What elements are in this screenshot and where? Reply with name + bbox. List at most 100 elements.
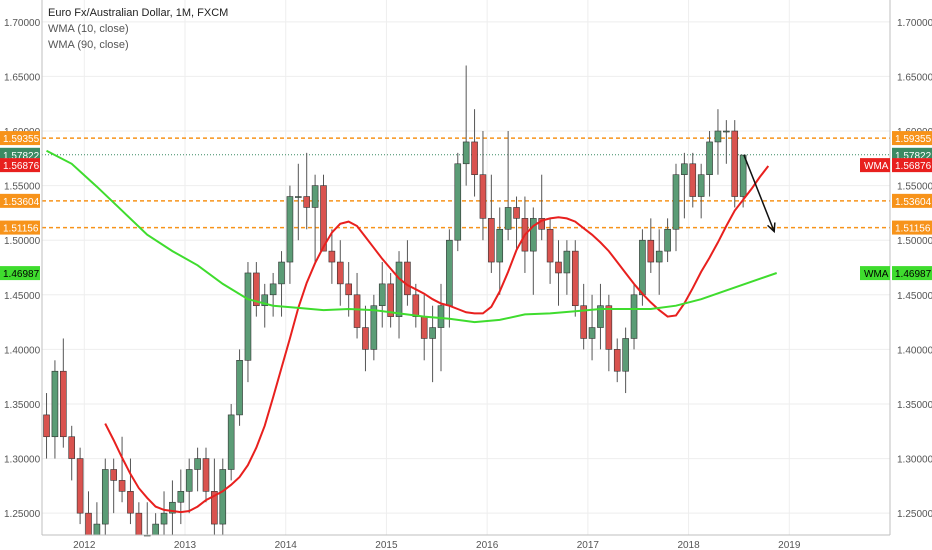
y-tick-label-right: 1.50000 bbox=[897, 236, 932, 247]
candle-body bbox=[236, 360, 243, 416]
candle-body bbox=[320, 185, 327, 252]
candle-body bbox=[219, 469, 227, 525]
candle-body bbox=[169, 501, 176, 514]
level-tag-left-bg bbox=[0, 193, 40, 208]
candle-body bbox=[311, 185, 319, 208]
indicator-wma10[interactable]: WMA (10, close) bbox=[48, 23, 129, 35]
y-tick-label-right: 1.70000 bbox=[897, 18, 932, 29]
candle-body bbox=[655, 250, 663, 263]
candle-body bbox=[404, 261, 411, 296]
candle-body bbox=[194, 458, 201, 470]
moving-averages bbox=[46, 149, 778, 514]
candle-body bbox=[538, 218, 546, 230]
y-tick-label-left: 1.40000 bbox=[4, 345, 41, 356]
y-tick-label-right: 1.55000 bbox=[897, 182, 932, 193]
level-tag-left-bg bbox=[0, 220, 40, 235]
candle-body bbox=[563, 250, 571, 274]
level-tag-right-bg bbox=[892, 193, 932, 208]
candle-body bbox=[647, 239, 655, 263]
wma90-line bbox=[46, 149, 778, 324]
axes: 1.25000 1.25000 1.30000 1.30000 1.35000 1.350… bbox=[4, 0, 932, 550]
candle-body bbox=[328, 250, 336, 263]
x-tick-label: 2016 bbox=[476, 540, 499, 550]
x-tick-label: 2019 bbox=[778, 540, 801, 550]
candle-body bbox=[672, 174, 680, 230]
candle-body bbox=[110, 469, 117, 481]
wma90-tag-left-bg bbox=[0, 266, 40, 281]
y-tick-label-left: 1.65000 bbox=[4, 72, 41, 83]
level-tag-left-text: 1.53604 bbox=[3, 197, 40, 208]
wma90-name-tag-text: WMA bbox=[864, 269, 889, 280]
level-tag-right-bg bbox=[892, 131, 932, 146]
candle-body bbox=[286, 196, 294, 263]
y-tick-label-left: 1.55000 bbox=[4, 182, 41, 193]
level-tag-left-bg bbox=[0, 131, 40, 146]
candle-body bbox=[85, 512, 92, 536]
candle-body bbox=[127, 491, 134, 514]
level-tag-right-text: 1.53604 bbox=[895, 197, 932, 208]
y-tick-label-left: 1.50000 bbox=[4, 236, 41, 247]
last-price-tag-left-text: 1.57822 bbox=[3, 151, 40, 162]
y-tick-label-right: 1.25000 bbox=[897, 509, 932, 520]
candle-body bbox=[68, 436, 76, 459]
candle-body bbox=[605, 305, 613, 350]
y-tick-label-left: 1.30000 bbox=[4, 455, 41, 466]
wma10-name-tag-bg bbox=[860, 158, 890, 173]
candle-body bbox=[118, 480, 126, 492]
indicator-wma90[interactable]: WMA (90, close) bbox=[48, 39, 129, 51]
candle-body bbox=[51, 370, 59, 438]
candle-body bbox=[429, 327, 436, 339]
candle-body bbox=[630, 294, 638, 339]
candle-body bbox=[303, 196, 311, 208]
y-tick-label-left: 1.25000 bbox=[4, 509, 41, 520]
level-tag-right-text: 1.51156 bbox=[895, 224, 931, 235]
wma10-tag-right-text: 1.56876 bbox=[895, 161, 932, 172]
candle-body bbox=[370, 305, 378, 350]
candle-body bbox=[269, 283, 277, 296]
wma10-name-tag-text: WMA bbox=[864, 161, 889, 172]
candle-body bbox=[546, 228, 554, 263]
candle-body bbox=[244, 272, 252, 361]
candle-body bbox=[739, 154, 747, 197]
candle-body bbox=[689, 163, 697, 197]
candle-body bbox=[462, 141, 470, 165]
chart-legend: Euro Fx/Australian Dollar, 1M, FXCM WMA … bbox=[48, 5, 228, 53]
wma90-tag-right-text: 1.46987 bbox=[895, 269, 932, 280]
arrow-shaft bbox=[743, 154, 775, 232]
x-tick-label: 2018 bbox=[677, 540, 700, 550]
candle-body bbox=[681, 163, 688, 175]
candle-body bbox=[43, 414, 50, 438]
x-tick-label: 2012 bbox=[73, 540, 96, 550]
x-tick-label: 2014 bbox=[275, 540, 298, 550]
y-tick-label-left: 1.70000 bbox=[4, 18, 41, 29]
candle-body bbox=[76, 458, 84, 514]
candle-body bbox=[580, 305, 587, 339]
price-tags: 1.59355 1.59355 1.53604 1.53604 1.51156 1.511… bbox=[0, 131, 932, 281]
grid-lines bbox=[42, 0, 890, 535]
candle-body bbox=[471, 141, 478, 175]
candle-body bbox=[353, 294, 361, 328]
candle-body bbox=[571, 250, 579, 307]
candle-body bbox=[496, 228, 504, 263]
candle-body bbox=[714, 130, 722, 143]
candle-body bbox=[504, 207, 512, 230]
chart-title: Euro Fx/Australian Dollar, 1M, FXCM bbox=[48, 7, 229, 19]
y-tick-label-right: 1.30000 bbox=[897, 455, 932, 466]
candle-body bbox=[622, 338, 629, 372]
y-tick-label-right: 1.45000 bbox=[897, 291, 932, 302]
y-tick-label-left: 1.35000 bbox=[4, 400, 41, 411]
candle-body bbox=[93, 523, 101, 536]
candle-body bbox=[345, 283, 352, 296]
y-tick-label-left: 1.45000 bbox=[4, 291, 41, 302]
y-tick-label-right: 1.35000 bbox=[897, 400, 932, 411]
candle-body bbox=[437, 305, 445, 328]
candle-body bbox=[211, 491, 218, 525]
candle-body bbox=[378, 283, 386, 307]
candle-body bbox=[278, 261, 285, 285]
wma90-name-tag-bg bbox=[860, 266, 890, 281]
candle-body bbox=[697, 174, 705, 197]
candle-body bbox=[479, 174, 487, 219]
candle-body bbox=[488, 218, 495, 263]
candles bbox=[43, 65, 747, 537]
